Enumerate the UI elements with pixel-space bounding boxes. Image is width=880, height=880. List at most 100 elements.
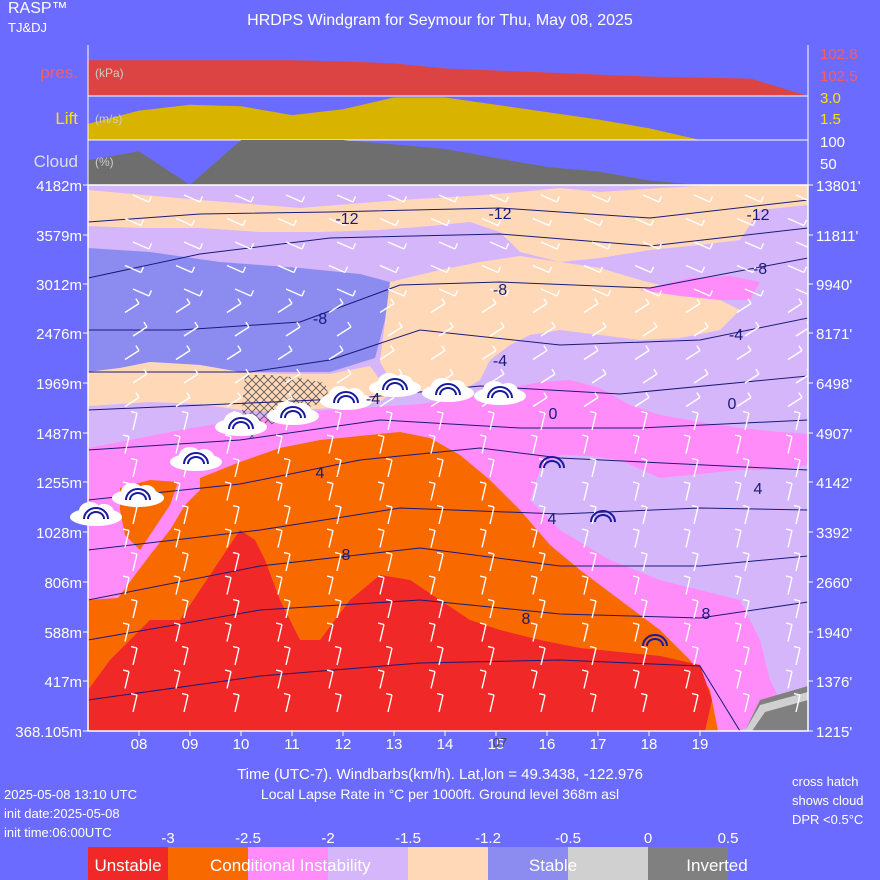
legend-value: -2 [321, 830, 334, 847]
wind-barb [540, 321, 556, 337]
wind-barb [328, 345, 344, 361]
wind-barb [183, 288, 204, 297]
wind-barb [634, 298, 650, 314]
isotherm-label: 8 [522, 611, 531, 628]
wind-barb [785, 481, 793, 501]
wind-barb [685, 217, 706, 227]
wind-barb [532, 298, 548, 314]
wind-barb [275, 434, 283, 454]
wind-barb [583, 345, 599, 361]
wind-barb [385, 504, 393, 525]
cumulus-icon [422, 378, 474, 402]
isotherm-line [88, 375, 808, 411]
isotherm-label: -8 [313, 311, 327, 328]
wind-barb [283, 551, 291, 572]
cumulus-icon [642, 634, 668, 647]
cloud-label: Cloud [34, 152, 78, 171]
region-pink-right [640, 276, 760, 300]
isotherm-label: -8 [753, 261, 767, 278]
wind-barb [793, 551, 801, 572]
wind-barb [175, 217, 196, 227]
wind-barb [785, 622, 793, 642]
wind-barb [632, 575, 640, 595]
wind-barb [736, 298, 752, 314]
cumulus-icon [539, 456, 565, 469]
wind-barb [642, 288, 663, 297]
legend-category-label: Unstable [94, 856, 161, 875]
wind-barb [742, 504, 750, 525]
x-tick-label: 08 [131, 736, 148, 753]
isotherm-label: 4 [316, 465, 325, 482]
x-tick-label: 11 [284, 736, 300, 753]
wind-barb [232, 457, 240, 478]
wind-barb [283, 692, 291, 713]
wind-barb [540, 288, 561, 297]
wind-barb [377, 622, 385, 642]
wind-barb [277, 298, 293, 314]
wind-barb [334, 645, 342, 666]
wind-barb [744, 368, 760, 384]
wind-barb [744, 241, 765, 250]
wind-barb [283, 457, 291, 478]
y-tick-label-left: 4182m [36, 178, 82, 195]
wind-barb [736, 392, 752, 408]
isotherm-line [88, 199, 808, 223]
wind-barb [538, 598, 546, 619]
y-tick-label-left: 368.105m [15, 724, 82, 741]
wind-barb [234, 288, 255, 297]
wind-barb [591, 241, 612, 250]
wind-barb [438, 194, 459, 203]
wind-barb [379, 298, 395, 314]
isotherm-label: -12 [746, 207, 769, 224]
wind-barb [232, 551, 240, 572]
wind-barb [283, 645, 291, 666]
x-tick-label: 18 [641, 736, 658, 753]
region-red [88, 530, 712, 731]
wind-barb [583, 298, 599, 314]
wind-barb [226, 392, 242, 408]
isotherm-line [88, 227, 808, 279]
wind-barb [583, 264, 604, 274]
wind-barb [785, 669, 793, 689]
y-tick-label-left: 1028m [36, 525, 82, 542]
wind-barb [691, 504, 699, 525]
wind-barb [175, 345, 191, 361]
wind-barb [742, 692, 750, 713]
wind-barb [438, 288, 459, 297]
wind-barb [275, 528, 283, 548]
wind-barb [387, 241, 408, 250]
wind-barb [487, 504, 495, 525]
y-tick-label-right: 4142' [816, 475, 852, 492]
wind-barb [632, 622, 640, 642]
y-tick-label-right: 1215' [816, 724, 852, 741]
wind-barb [385, 692, 393, 713]
wind-barb [326, 528, 334, 548]
wind-barb [183, 321, 199, 337]
y-tick-label-left: 417m [44, 674, 82, 691]
wind-barb [530, 575, 538, 595]
pressure-unit: (kPa) [95, 66, 124, 80]
region-lavender-pocket [540, 455, 760, 580]
y-tick-label-right: 4907' [816, 426, 852, 443]
wind-barb [336, 288, 357, 297]
wind-barb [124, 298, 140, 314]
wind-barb [232, 692, 240, 713]
cumulus-icon [70, 502, 122, 526]
wind-barb [428, 669, 436, 689]
wind-barb [232, 504, 240, 525]
wind-barb [487, 457, 495, 478]
lift-tick: 1.5 [820, 111, 841, 128]
wind-barb [691, 457, 699, 478]
x-tick-label: 16 [539, 736, 556, 753]
wind-barb [283, 504, 291, 525]
wind-barb [693, 241, 714, 250]
wind-barb [793, 457, 801, 478]
wind-barb [540, 368, 556, 384]
wind-barb [132, 194, 153, 203]
wind-barb [793, 598, 801, 619]
wind-barb [124, 217, 145, 227]
wind-barb [787, 298, 803, 314]
wind-barb [793, 410, 801, 431]
wind-barb [589, 410, 597, 431]
wind-barb [479, 575, 487, 595]
